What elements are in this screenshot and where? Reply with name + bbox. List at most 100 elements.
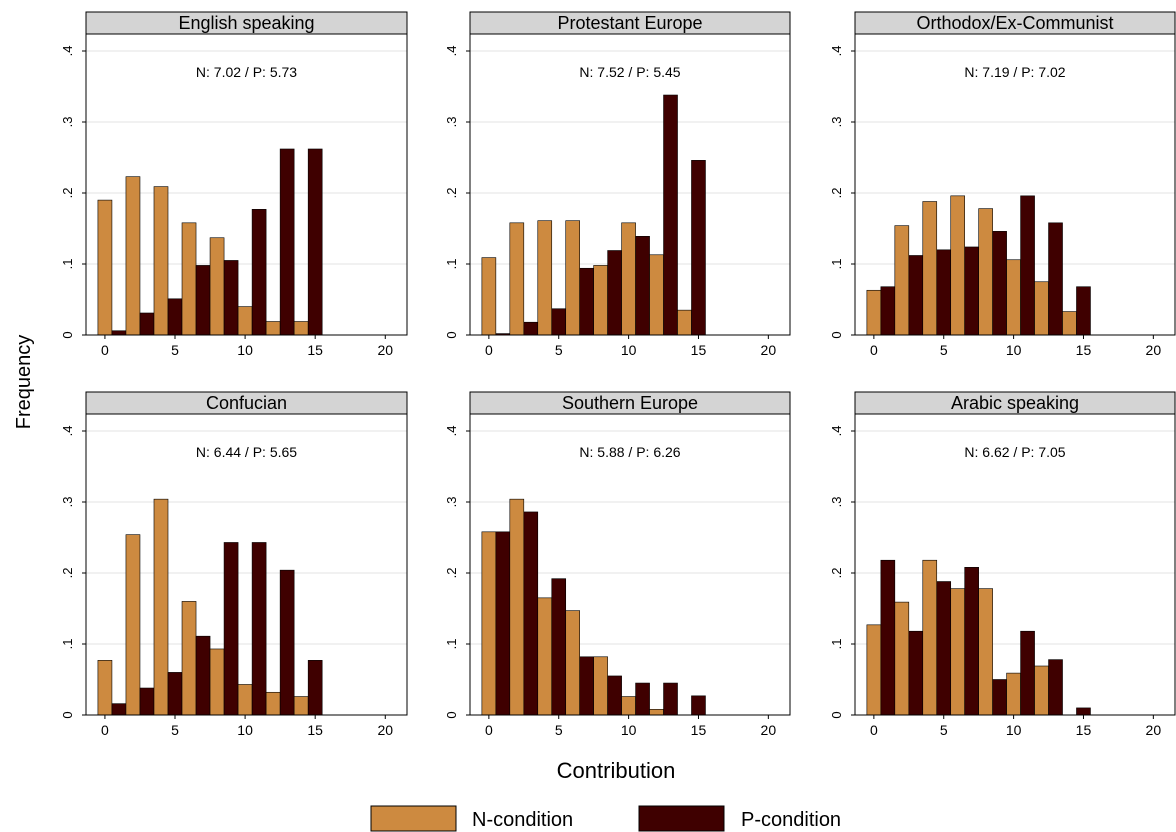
- y-tick-label: .4: [829, 426, 844, 437]
- panel-header: [85, 391, 408, 415]
- bar-n: [922, 201, 938, 336]
- y-tick-label: .4: [444, 426, 459, 437]
- bar-p: [607, 250, 622, 336]
- y-tick-label: 0: [60, 331, 75, 338]
- x-tick-label: 20: [377, 722, 393, 738]
- bar-p: [139, 687, 155, 716]
- x-tick-label: 10: [237, 342, 253, 358]
- panel-0: English speaking N: 7.02 / P: 5.73 0 .1 .2 .3…: [60, 11, 408, 358]
- y-tick-label: .4: [444, 46, 459, 57]
- legend-label-n: N-condition: [472, 809, 573, 831]
- x-tick-label: 5: [555, 342, 563, 358]
- y-tick-label: .2: [829, 188, 844, 199]
- bar-n: [593, 265, 608, 336]
- x-tick-label: 15: [307, 342, 323, 358]
- bar-n: [866, 624, 882, 716]
- y-tick-label: .2: [60, 568, 75, 579]
- x-tick-label: 0: [870, 722, 878, 738]
- y-tick-label: .2: [444, 188, 459, 199]
- bar-n: [1006, 672, 1021, 716]
- x-tick-label: 15: [1076, 722, 1092, 738]
- bar-n: [537, 220, 553, 336]
- bar-n: [125, 176, 141, 336]
- bar-p: [1020, 195, 1035, 336]
- bar-n: [649, 254, 664, 336]
- bar-n: [621, 222, 636, 336]
- x-tick-label: 0: [870, 342, 878, 358]
- bar-p: [1076, 707, 1091, 716]
- panel-annotation: N: 6.44 / P: 5.65: [196, 444, 297, 460]
- x-tick-label: 15: [691, 342, 707, 358]
- bar-n: [866, 289, 882, 336]
- x-tick-label: 15: [1076, 342, 1092, 358]
- y-tick-label: .4: [60, 426, 75, 437]
- bar-p: [1076, 286, 1091, 336]
- bar-n: [125, 534, 141, 716]
- bar-p: [936, 249, 952, 336]
- bar-n: [265, 321, 281, 336]
- bar-p: [195, 635, 211, 716]
- y-tick-label: .1: [60, 639, 75, 650]
- bar-p: [307, 148, 323, 336]
- panel-title: English speaking: [178, 13, 314, 33]
- y-tick-label: .3: [444, 497, 459, 508]
- bar-n: [509, 222, 525, 336]
- panel-3: Confucian N: 6.44 / P: 5.65 0 .1 .2 .3 .4 0 5 10 1…: [60, 391, 408, 738]
- x-tick-label: 20: [761, 342, 777, 358]
- y-tick-label: .3: [444, 117, 459, 128]
- bar-p: [279, 569, 295, 716]
- bar-n: [649, 709, 664, 716]
- panel-annotation: N: 7.19 / P: 7.02: [964, 64, 1065, 80]
- bar-n: [237, 684, 253, 716]
- panel-title: Southern Europe: [562, 393, 698, 413]
- y-tick-label: .2: [829, 568, 844, 579]
- panel-5: Arabic speaking N: 6.62 / P: 7.05 0 .1 .2 .3.…: [829, 391, 1176, 738]
- x-tick-label: 5: [555, 722, 563, 738]
- bar-n: [894, 225, 910, 336]
- panel-header: [85, 11, 408, 35]
- bar-n: [621, 696, 636, 716]
- panel-1: Protestant Europe N: 7.52 / P: 5.45 0 .1 .2.…: [444, 11, 791, 358]
- bar-p: [495, 531, 511, 716]
- x-tick-label: 10: [621, 722, 637, 738]
- bar-n: [181, 222, 197, 336]
- bar-n: [237, 306, 253, 336]
- bar-n: [153, 498, 169, 716]
- y-tick-label: .1: [444, 639, 459, 650]
- x-tick-label: 20: [1146, 722, 1162, 738]
- bar-n: [97, 199, 113, 336]
- bar-p: [908, 255, 924, 336]
- bar-n: [978, 588, 993, 716]
- bar-p: [607, 675, 622, 716]
- y-tick-label: 0: [829, 331, 844, 338]
- bar-p: [635, 682, 650, 716]
- bar-p: [551, 578, 567, 716]
- bar-n: [677, 309, 692, 336]
- legend-swatch-n: [370, 805, 457, 832]
- legend: N-condition P-condition: [370, 805, 841, 832]
- bar-p: [167, 672, 183, 716]
- bar-n: [1062, 311, 1077, 336]
- bar-p: [964, 567, 979, 716]
- bar-p: [223, 260, 239, 336]
- bar-p: [992, 231, 1007, 336]
- bar-n: [481, 257, 497, 336]
- panel-header: [854, 11, 1176, 35]
- bar-p: [1048, 222, 1063, 336]
- bar-p: [579, 267, 594, 336]
- panel-header: [469, 391, 791, 415]
- panel-annotation: N: 5.88 / P: 6.26: [579, 444, 680, 460]
- bar-n: [565, 610, 580, 716]
- bar-n: [978, 208, 993, 336]
- x-tick-label: 5: [940, 722, 948, 738]
- bar-n: [537, 597, 553, 716]
- bar-p: [579, 656, 594, 716]
- bar-p: [307, 660, 323, 716]
- x-tick-label: 5: [171, 722, 179, 738]
- bar-n: [894, 601, 910, 716]
- x-tick-label: 0: [101, 342, 109, 358]
- y-tick-label: .3: [60, 497, 75, 508]
- y-tick-label: .1: [444, 259, 459, 270]
- bar-n: [209, 648, 225, 716]
- panel-4: Southern Europe N: 5.88 / P: 6.26 0 .1 .2 .3.…: [444, 391, 791, 738]
